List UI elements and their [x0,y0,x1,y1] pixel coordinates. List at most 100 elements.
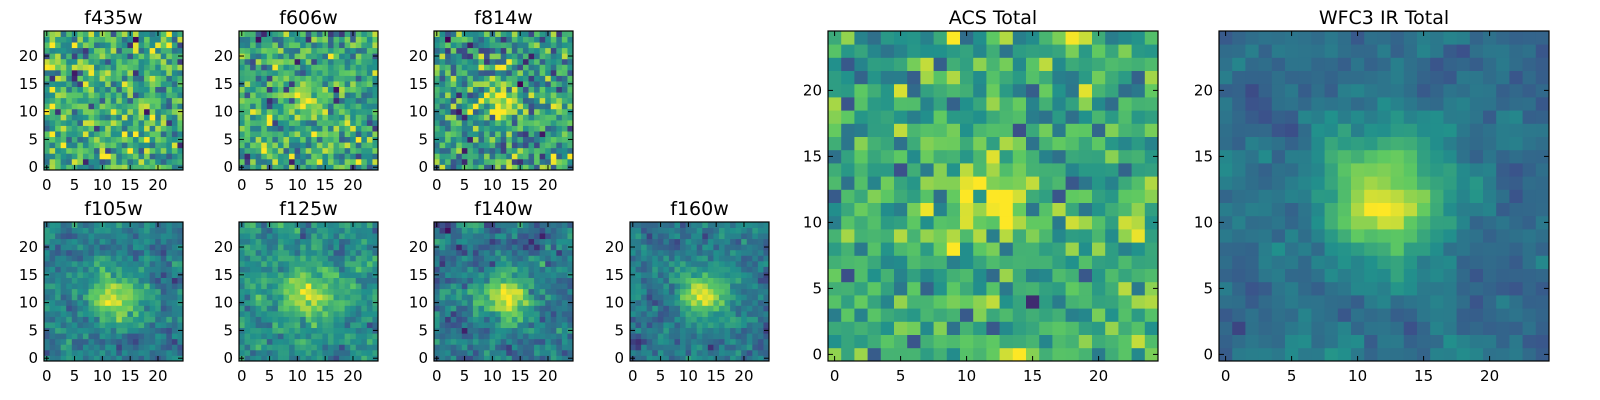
heatmap-cell [1065,255,1080,269]
heatmap-cell [138,260,145,267]
heatmap-cell [511,64,518,71]
heatmap-cell [333,266,340,273]
heatmap-cell [478,222,485,228]
heatmap-cell [556,288,563,295]
heatmap-cell [461,322,468,329]
heatmap-cell [127,260,134,267]
heatmap-cell [327,222,334,228]
heatmap-cell [339,310,346,317]
heatmap-cell [121,294,128,301]
heatmap-cell [1144,347,1159,362]
heatmap-cell [105,58,112,65]
heatmap-cell [630,322,636,329]
heatmap-cell [311,103,318,110]
heatmap-cell [500,283,507,290]
heatmap-cell [155,333,162,340]
heatmap-cell [674,266,681,273]
heatmap-cell [71,344,78,351]
heatmap-cell [283,344,290,351]
heatmap-cell [752,299,759,306]
heatmap-cell [550,158,557,165]
heatmap-cell [707,233,714,240]
heatmap-cell [556,64,563,71]
heatmap-cell [439,249,446,256]
heatmap-cell [149,338,156,345]
heatmap-cell [484,305,490,312]
heatmap-cell [534,316,541,323]
heatmap-cell [60,344,67,351]
heatmap-cell [239,69,245,76]
heatmap-cell [635,288,642,295]
heatmap-cell [333,131,340,138]
heatmap-cell [60,69,67,76]
heatmap-cell [116,294,123,301]
heatmap-cell [166,108,173,115]
heatmap-cell [71,310,78,317]
heatmap-cell [55,227,62,234]
heatmap-cell [1118,295,1132,309]
heatmap-cell [489,338,496,345]
heatmap-cell [361,294,368,301]
heatmap-cell [828,268,842,283]
y-tick-label: 5 [28,130,38,148]
heatmap-cell [439,238,446,245]
heatmap-cell [155,238,162,245]
heatmap-cell [894,268,908,283]
heatmap-cell [456,153,463,160]
heatmap-cell [741,322,748,329]
heatmap-cell [177,86,184,93]
heatmap-cell [635,316,642,323]
heatmap-cell [500,114,507,121]
heatmap-cell [44,153,50,160]
heatmap-cell [344,142,351,149]
heatmap-cell [630,233,636,240]
heatmap-cell [99,272,106,278]
heatmap-cell [261,316,268,323]
heatmap-cell [289,283,295,290]
heatmap-cell [144,238,151,245]
heatmap-cell [155,338,162,345]
heatmap-cell [545,249,552,256]
heatmap-cell [372,58,379,65]
heatmap-cell [696,305,703,312]
heatmap-cell [561,108,568,115]
heatmap-cell [305,249,312,256]
heatmap-cell [272,283,279,290]
heatmap-cell [500,222,507,228]
heatmap-cell [283,238,290,245]
heatmap-cell [105,322,112,329]
heatmap-cell [144,125,151,132]
heatmap-cell [691,338,698,345]
heatmap-cell [472,97,479,104]
heatmap-cell [511,288,518,295]
heatmap-cell [450,349,457,356]
heatmap-cell [450,108,457,115]
heatmap-cell [478,227,485,234]
heatmap-cell [94,299,100,306]
heatmap-cell [730,222,737,228]
heatmap-cell [556,294,563,301]
heatmap-cell [344,283,351,290]
heatmap-cell [44,58,50,65]
heatmap-cell [528,75,535,82]
heatmap-cell [561,244,568,251]
heatmap-cell [439,305,446,312]
heatmap-cell [752,266,759,273]
heatmap-cell [478,327,485,334]
heatmap-cell [456,238,463,245]
heatmap-cell [272,344,279,351]
heatmap-cell [294,322,301,329]
heatmap-cell [366,69,373,76]
heatmap-cell [138,233,145,240]
heatmap-cell [66,125,73,132]
heatmap-cell [841,281,855,296]
heatmap-cell [668,222,675,228]
heatmap-cell [522,310,529,317]
heatmap-cell [539,260,546,267]
heatmap-cell [94,355,100,362]
heatmap-cell [261,222,268,228]
heatmap-cell [327,338,334,345]
heatmap-cell [567,260,574,267]
heatmap-cell [266,310,273,317]
heatmap-cell [116,147,123,154]
